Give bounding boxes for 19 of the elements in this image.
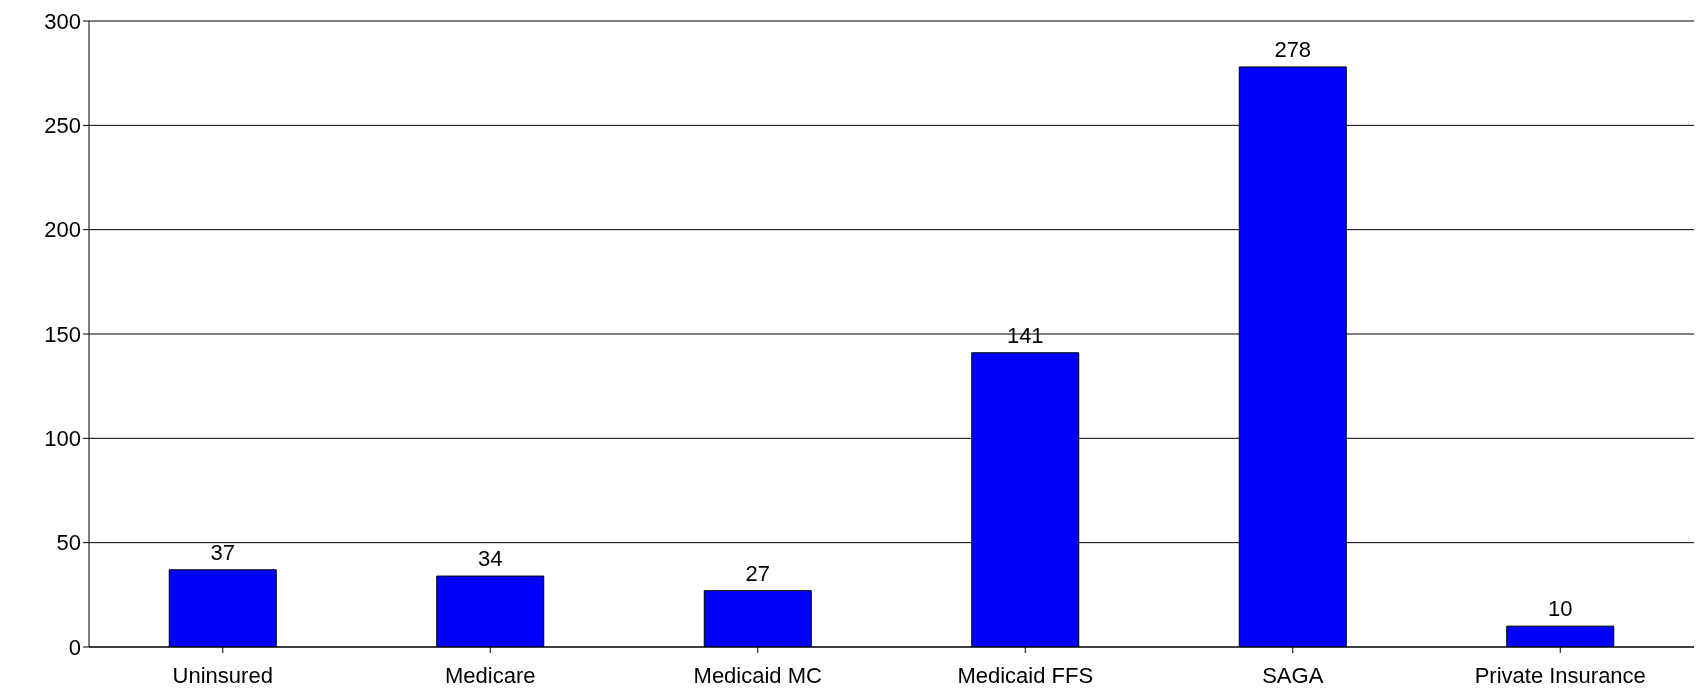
- y-tick-label: 200: [44, 217, 81, 243]
- x-tick-label: Medicaid FFS: [957, 662, 1094, 688]
- y-tick-label: 50: [56, 530, 81, 556]
- data-label: 141: [1006, 322, 1044, 348]
- x-tick-label: Medicare: [445, 662, 536, 688]
- data-label: 278: [1274, 36, 1312, 62]
- x-tick-label: Private Insurance: [1474, 662, 1646, 688]
- data-label: 27: [745, 560, 770, 586]
- data-label: 37: [210, 539, 235, 565]
- y-tick-label: 0: [68, 634, 81, 660]
- x-tick-label: SAGA: [1262, 662, 1324, 688]
- x-tick-label: Uninsured: [172, 662, 273, 688]
- y-tick-label: 100: [44, 426, 81, 452]
- data-label: 34: [478, 546, 503, 572]
- y-tick-label: 150: [44, 321, 81, 347]
- x-tick-label: Medicaid MC: [693, 662, 823, 688]
- y-tick-label: 250: [44, 113, 81, 139]
- data-label: 10: [1548, 596, 1573, 622]
- y-tick-label: 300: [44, 8, 81, 34]
